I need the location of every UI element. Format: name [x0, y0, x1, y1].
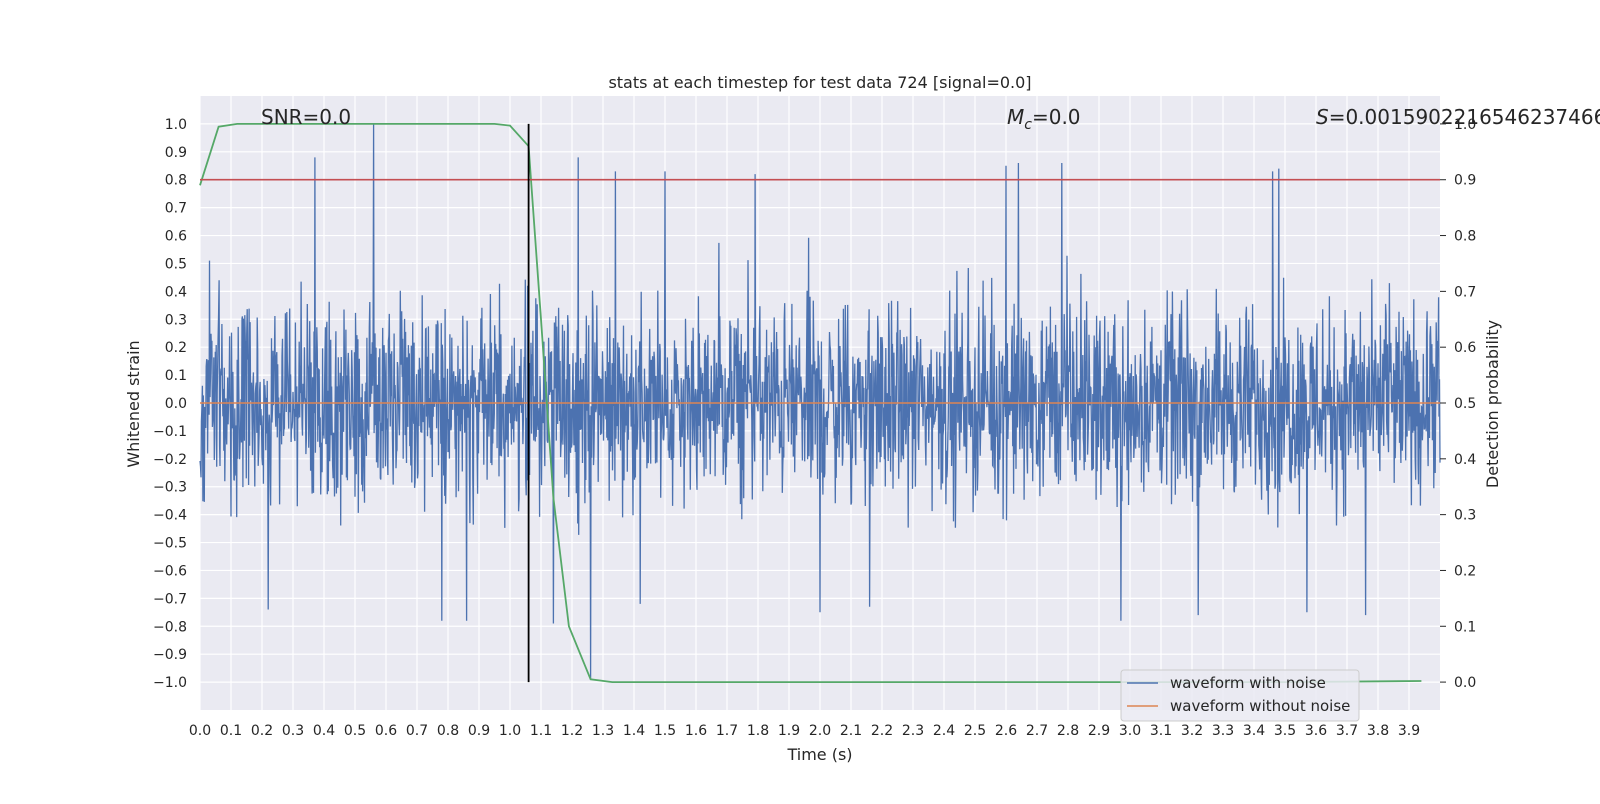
mc-value: =0.0	[1032, 105, 1081, 129]
series-layer	[199, 123, 1441, 683]
y-tick-label: 0.9	[165, 145, 187, 161]
x-tick-label: 3.6	[1305, 723, 1327, 739]
mc-annotation: Mc=0.0	[1007, 105, 1081, 133]
chart-title: stats at each timestep for test data 724…	[608, 73, 1031, 92]
x-tick-label: 0.4	[313, 723, 335, 739]
x-tick-label: 1.6	[685, 723, 707, 739]
y-tick-label: −0.8	[153, 619, 187, 635]
x-tick-label: 0.2	[251, 723, 273, 739]
y-tick-label: 1.0	[165, 117, 187, 133]
x-tick-label: 0.7	[406, 723, 428, 739]
y-tick-label: −1.0	[153, 675, 187, 691]
y2-tick-label: 0.5	[1454, 396, 1476, 412]
y-axis-label: Whitened strain	[124, 340, 143, 467]
x-tick-label: 2.7	[1026, 723, 1048, 739]
y-tick-label: −0.7	[153, 591, 187, 607]
x-tick-label: 1.3	[592, 723, 614, 739]
x-tick-label: 0.9	[468, 723, 490, 739]
s-value: =0.0015902216546237466	[1329, 105, 1600, 129]
y-tick-label: −0.1	[153, 424, 187, 440]
y-tick-label: −0.6	[153, 563, 187, 579]
snr-annotation: SNR=0.0	[261, 105, 351, 129]
x-tick-label: 0.3	[282, 723, 304, 739]
y-tick-label: −0.2	[153, 452, 187, 468]
y-tick-label: 0.4	[165, 284, 187, 300]
x-tick-label: 2.1	[840, 723, 862, 739]
y2-tick-label: 0.9	[1454, 173, 1476, 189]
mc-subscript: c	[1024, 117, 1032, 133]
x-tick-label: 1.7	[716, 723, 738, 739]
y-tick-label: 0.0	[165, 396, 187, 412]
y2-tick-label: 0.6	[1454, 340, 1476, 356]
x-tick-label: 3.7	[1336, 723, 1358, 739]
y2-tick-label: 1.0	[1454, 117, 1476, 133]
y-tick-label: −0.4	[153, 508, 187, 524]
x-tick-label: 0.5	[344, 723, 366, 739]
x-tick-label: 1.0	[499, 723, 521, 739]
ticks-layer: 0.0 0.1 0.2 0.3 0.4 0.5 0.6 0.7 0.8 0.9 1.0 1.1 1.2 1…	[153, 117, 1476, 739]
y2-axis-label: Detection probability	[1483, 320, 1502, 488]
legend-box	[1120, 669, 1360, 722]
x-tick-label: 2.4	[933, 723, 955, 739]
y2-tick-label: 0.8	[1454, 229, 1476, 245]
y2-tick-label: 0.1	[1454, 619, 1476, 635]
legend: waveform with noise waveform without noi…	[1120, 669, 1360, 722]
legend-label-clean: waveform without noise	[1170, 697, 1350, 715]
x-tick-label: 2.0	[809, 723, 831, 739]
x-tick-label: 0.1	[220, 723, 242, 739]
y-tick-label: 0.5	[165, 256, 187, 272]
x-tick-label: 2.3	[902, 723, 924, 739]
x-tick-label: 0.6	[375, 723, 397, 739]
y2-tick-label: 0.2	[1454, 563, 1476, 579]
x-tick-label: 2.5	[964, 723, 986, 739]
x-tick-label: 2.2	[871, 723, 893, 739]
x-tick-label: 0.0	[189, 723, 211, 739]
x-tick-label: 3.4	[1243, 723, 1265, 739]
y2-tick-label: 0.0	[1454, 675, 1476, 691]
y-tick-label: −0.3	[153, 480, 187, 496]
x-tick-label: 3.5	[1274, 723, 1296, 739]
x-tick-label: 2.9	[1088, 723, 1110, 739]
y-tick-label: 0.3	[165, 312, 187, 328]
legend-label-noise: waveform with noise	[1170, 674, 1326, 692]
x-tick-label: 1.4	[623, 723, 645, 739]
y-tick-label: 0.6	[165, 229, 187, 245]
y2-tick-label: 0.4	[1454, 452, 1476, 468]
x-tick-label: 3.0	[1119, 723, 1141, 739]
mc-symbol: M	[1007, 105, 1024, 129]
x-tick-label: 2.6	[995, 723, 1017, 739]
y-tick-label: −0.9	[153, 647, 187, 663]
s-annotation: S=0.0015902216546237466	[1316, 105, 1600, 129]
s-symbol: S	[1316, 105, 1329, 129]
x-tick-label: 3.1	[1150, 723, 1172, 739]
x-tick-label: 3.2	[1181, 723, 1203, 739]
y2-tick-label: 0.3	[1454, 508, 1476, 524]
y-tick-label: 0.8	[165, 173, 187, 189]
x-tick-label: 1.5	[654, 723, 676, 739]
x-tick-label: 1.9	[778, 723, 800, 739]
y-tick-label: −0.5	[153, 536, 187, 552]
x-axis-label: Time (s)	[786, 745, 852, 764]
x-tick-label: 3.8	[1367, 723, 1389, 739]
y2-tick-label: 0.7	[1454, 284, 1476, 300]
x-tick-label: 0.8	[437, 723, 459, 739]
x-tick-label: 1.2	[561, 723, 583, 739]
series-waveform-with-noise	[199, 123, 1441, 680]
x-tick-label: 1.1	[530, 723, 552, 739]
x-tick-label: 2.8	[1057, 723, 1079, 739]
y-tick-label: 0.2	[165, 340, 187, 356]
y-tick-label: 0.7	[165, 201, 187, 217]
x-tick-label: 3.3	[1212, 723, 1234, 739]
x-tick-label: 3.9	[1398, 723, 1420, 739]
y-tick-label: 0.1	[165, 368, 187, 384]
x-tick-label: 1.8	[747, 723, 769, 739]
